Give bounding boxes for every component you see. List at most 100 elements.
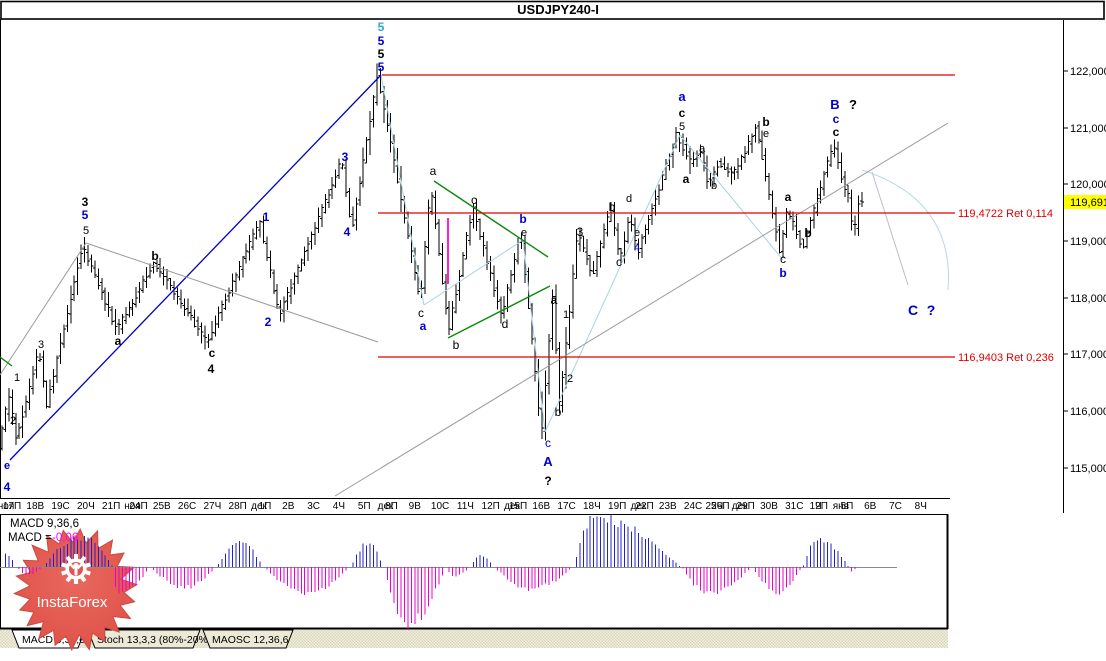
wave-label: a bbox=[699, 143, 706, 155]
wave-label: e bbox=[763, 128, 769, 140]
wave-label: 4 bbox=[4, 480, 11, 494]
tab-maosc-label[interactable]: MAOSC 12,36,6 bbox=[212, 634, 289, 646]
wave-label: e bbox=[634, 227, 640, 239]
wave-label: 5 bbox=[679, 121, 685, 133]
wave-label: b bbox=[804, 226, 811, 240]
wave-label: 3 bbox=[342, 150, 349, 164]
wave-label: d bbox=[502, 317, 509, 331]
instaforex-logo bbox=[12, 527, 138, 652]
wave-label: c bbox=[780, 252, 786, 266]
x-axis-month-label: ноя bbox=[0, 501, 14, 512]
instaforex-logo-foreground: InstaForex bbox=[37, 554, 108, 611]
x-axis-label: 24С bbox=[684, 501, 702, 512]
wave-label: b bbox=[609, 200, 616, 214]
gear-tooth bbox=[74, 554, 78, 560]
wave-label: 5 bbox=[378, 47, 385, 61]
x-axis-label: 29П bbox=[737, 501, 755, 512]
wave-label: b bbox=[453, 338, 460, 352]
retracement-label-2: 116,9403 Ret 0,236 bbox=[958, 352, 1054, 364]
x-axis-label: 26С bbox=[178, 501, 196, 512]
current-price-value: 119,691 bbox=[1070, 197, 1106, 209]
tab-maosc[interactable] bbox=[202, 629, 294, 649]
x-axis-month-label: дек bbox=[631, 501, 647, 512]
macd-params-label: MACD 9,36,6 bbox=[10, 518, 79, 530]
x-axis-label: 5П bbox=[841, 501, 854, 512]
x-axis-month-label: дек bbox=[251, 501, 267, 512]
wave-path-line bbox=[679, 134, 784, 261]
wave-path-line bbox=[423, 239, 524, 306]
gear-icon bbox=[61, 554, 91, 584]
x-axis-label: 17П bbox=[3, 501, 21, 512]
wave-label: 1 bbox=[563, 309, 569, 321]
macd-value: -0,06 bbox=[52, 532, 78, 544]
gray-trendline bbox=[85, 242, 379, 343]
starburst-shape bbox=[12, 527, 138, 652]
wave-label: 1 bbox=[14, 372, 20, 384]
price-chart-content: 122,000 121,000 120,000 119,000 118,000 117,0… bbox=[0, 20, 1106, 512]
wave-label: 5 bbox=[82, 208, 89, 222]
wave-label: b bbox=[555, 405, 562, 419]
x-axis-label: 17С bbox=[557, 501, 575, 512]
wave-label: A bbox=[543, 454, 553, 469]
wave-label: b bbox=[151, 249, 158, 263]
macd-panel bbox=[0, 514, 949, 630]
x-axis-label: 31С bbox=[785, 501, 803, 512]
x-axis-label: 18В bbox=[26, 501, 44, 512]
x-axis-month-label: дек bbox=[504, 501, 520, 512]
x-axis-label: 19П bbox=[608, 501, 626, 512]
current-price-tag-bg bbox=[1064, 195, 1106, 209]
x-axis-label: 11Ч bbox=[457, 501, 474, 512]
wave-label: 4 bbox=[634, 242, 640, 254]
wave-label: b bbox=[519, 212, 526, 226]
price-chart-frame bbox=[0, 19, 1064, 513]
x-axis-label: 19С bbox=[51, 501, 69, 512]
x-axis-label: 8П bbox=[385, 501, 398, 512]
x-axis-label: 28П bbox=[229, 501, 247, 512]
x-axis-label: 24П bbox=[129, 501, 147, 512]
wave-label: e bbox=[4, 460, 10, 472]
wave-label: c bbox=[833, 112, 840, 126]
title-bar-frame bbox=[0, 0, 1105, 20]
wave-label: 4 bbox=[208, 362, 215, 376]
gear-tooth bbox=[74, 578, 78, 584]
figure-body bbox=[74, 568, 78, 576]
wave-label: c bbox=[209, 346, 216, 360]
wave-label: a bbox=[683, 172, 690, 186]
wave-label: 5 bbox=[378, 60, 385, 74]
x-axis-label: 15П bbox=[509, 501, 527, 512]
wave-label: B bbox=[830, 97, 839, 112]
wave-label: a bbox=[678, 89, 686, 104]
macd-value-prefix: MACD = bbox=[8, 532, 52, 544]
wave-path-line bbox=[380, 74, 425, 306]
x-axis-label: 2П bbox=[815, 501, 828, 512]
gray-trendline bbox=[334, 122, 949, 497]
y-axis-label: 117,000 bbox=[1070, 349, 1106, 361]
wave-label: c bbox=[418, 306, 424, 320]
wave-label: ? bbox=[927, 302, 936, 318]
tab-stoch-label[interactable]: Stoch 13,3,3 (80%-20%) bbox=[97, 634, 211, 646]
y-axis-label: 120,000 bbox=[1070, 179, 1106, 191]
gray-trendline bbox=[0, 242, 87, 376]
x-axis-month-label: 1Ч bbox=[809, 501, 821, 512]
wave-label: d bbox=[626, 193, 632, 205]
x-axis-label: 18Ч bbox=[583, 501, 601, 512]
x-axis-label: 22П bbox=[635, 501, 653, 512]
tab-stoch[interactable] bbox=[87, 629, 201, 649]
wave-label: 1 bbox=[263, 210, 270, 224]
wave-label: C bbox=[908, 302, 918, 318]
wave-label: b bbox=[762, 115, 769, 129]
x-axis-label: 20Ч bbox=[77, 501, 95, 512]
y-axis-label: 116,000 bbox=[1070, 406, 1106, 418]
y-axis-label: 118,000 bbox=[1070, 293, 1106, 305]
wave-label: ? bbox=[849, 97, 857, 112]
wave-label: c bbox=[616, 255, 622, 269]
wave-label: a bbox=[551, 293, 558, 307]
wave-label: 2 bbox=[265, 315, 272, 329]
wave-label: 3 bbox=[577, 225, 584, 239]
x-axis-label: 26П bbox=[711, 501, 729, 512]
x-axis-month-label: 25Ч bbox=[706, 501, 724, 512]
x-axis-month-label: ноя bbox=[124, 501, 141, 512]
title-bar: USDJPY240-I bbox=[0, 0, 1105, 20]
x-axis-month-label: дек bbox=[732, 501, 748, 512]
